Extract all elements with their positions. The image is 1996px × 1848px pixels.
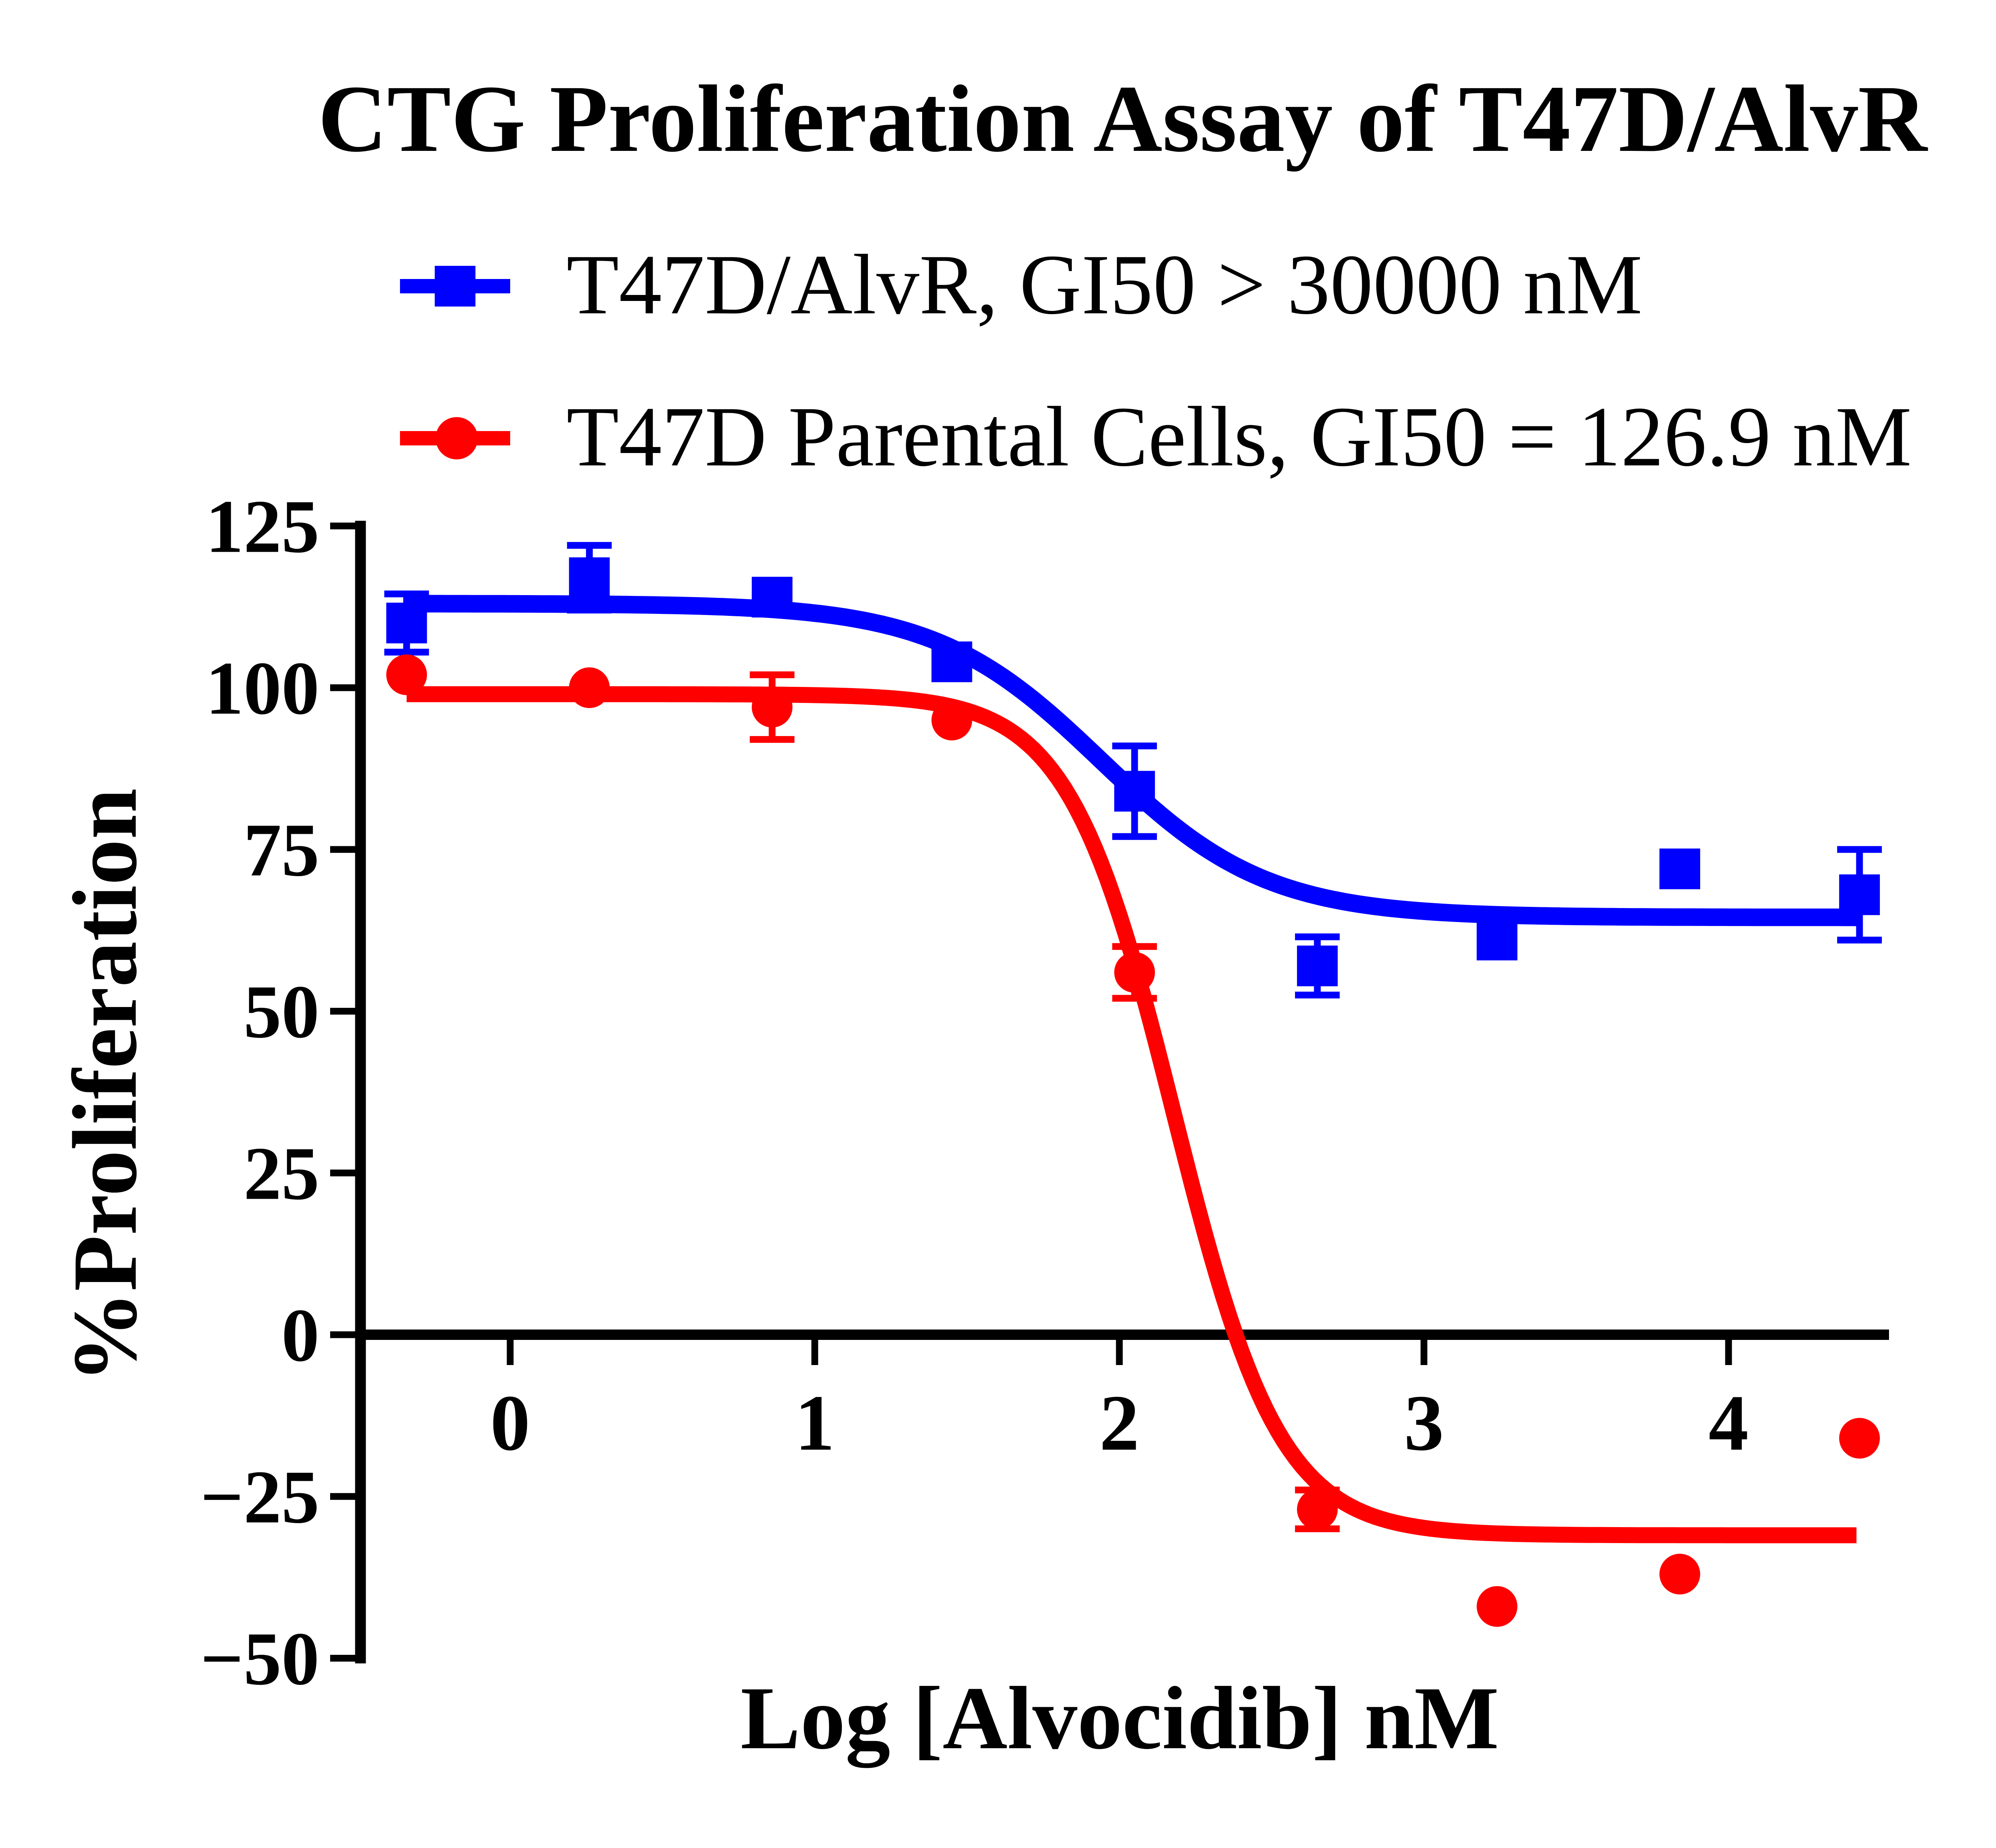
data-point-circle [1477, 1586, 1518, 1627]
legend-label-alvr: T47D/AlvR, GI50 > 30000 nM [566, 237, 1642, 332]
data-point-square [386, 602, 427, 643]
x-axis-tick-label: 4 [1709, 1379, 1748, 1467]
data-point-circle [1659, 1553, 1700, 1595]
y-axis-tick-label: −25 [200, 1455, 319, 1539]
data-point-square [752, 577, 793, 618]
data-point-circle [1297, 1489, 1338, 1530]
legend-circle-marker-icon [436, 417, 478, 459]
data-point-square [569, 557, 610, 598]
axes: 125 100 75 50 25 0 −25 −50 0 1 2 3 4 [200, 485, 1889, 1701]
data-point-square [1297, 946, 1338, 987]
legend-item-parental: T47D Parental Cells, GI50 = 126.9 nM [400, 389, 1912, 484]
x-axis-tick-label: 1 [795, 1379, 835, 1467]
plot-area [384, 542, 1882, 1627]
x-axis-label: Log [Alvocidib] nM [741, 1668, 1499, 1768]
y-axis-tick-label: 75 [244, 808, 319, 892]
legend-label-parental: T47D Parental Cells, GI50 = 126.9 nM [566, 389, 1912, 484]
data-point-circle [386, 654, 427, 695]
data-point-square [1659, 848, 1700, 889]
data-point-square [1114, 771, 1155, 812]
chart-title: CTG Proliferation Assay of T47D/AlvR [318, 65, 1928, 172]
y-axis-tick-label: 100 [206, 647, 319, 730]
y-axis-tick-label: −50 [200, 1617, 319, 1701]
y-axis-tick-label: 0 [281, 1294, 319, 1377]
y-axis-tick-label: 50 [244, 970, 319, 1054]
data-point-circle [1114, 952, 1155, 993]
legend: T47D/AlvR, GI50 > 30000 nM T47D Parental… [400, 237, 1912, 484]
data-point-square [1477, 920, 1518, 961]
data-point-circle [752, 687, 793, 728]
y-axis-tick-label: 125 [206, 485, 319, 569]
data-point-circle [569, 667, 610, 708]
data-point-square [931, 641, 972, 683]
x-axis-tick-label: 0 [490, 1379, 530, 1467]
x-axis-tick-label: 2 [1099, 1379, 1139, 1467]
y-axis-label: %Proliferation [54, 788, 156, 1383]
data-point-square [1839, 874, 1880, 915]
data-point-circle [931, 700, 972, 741]
legend-square-marker-icon [435, 266, 475, 307]
legend-item-alvr: T47D/AlvR, GI50 > 30000 nM [400, 237, 1642, 332]
data-point-circle [1839, 1418, 1880, 1459]
x-axis-tick-label: 3 [1404, 1379, 1444, 1467]
y-axis-tick-label: 25 [244, 1132, 319, 1216]
